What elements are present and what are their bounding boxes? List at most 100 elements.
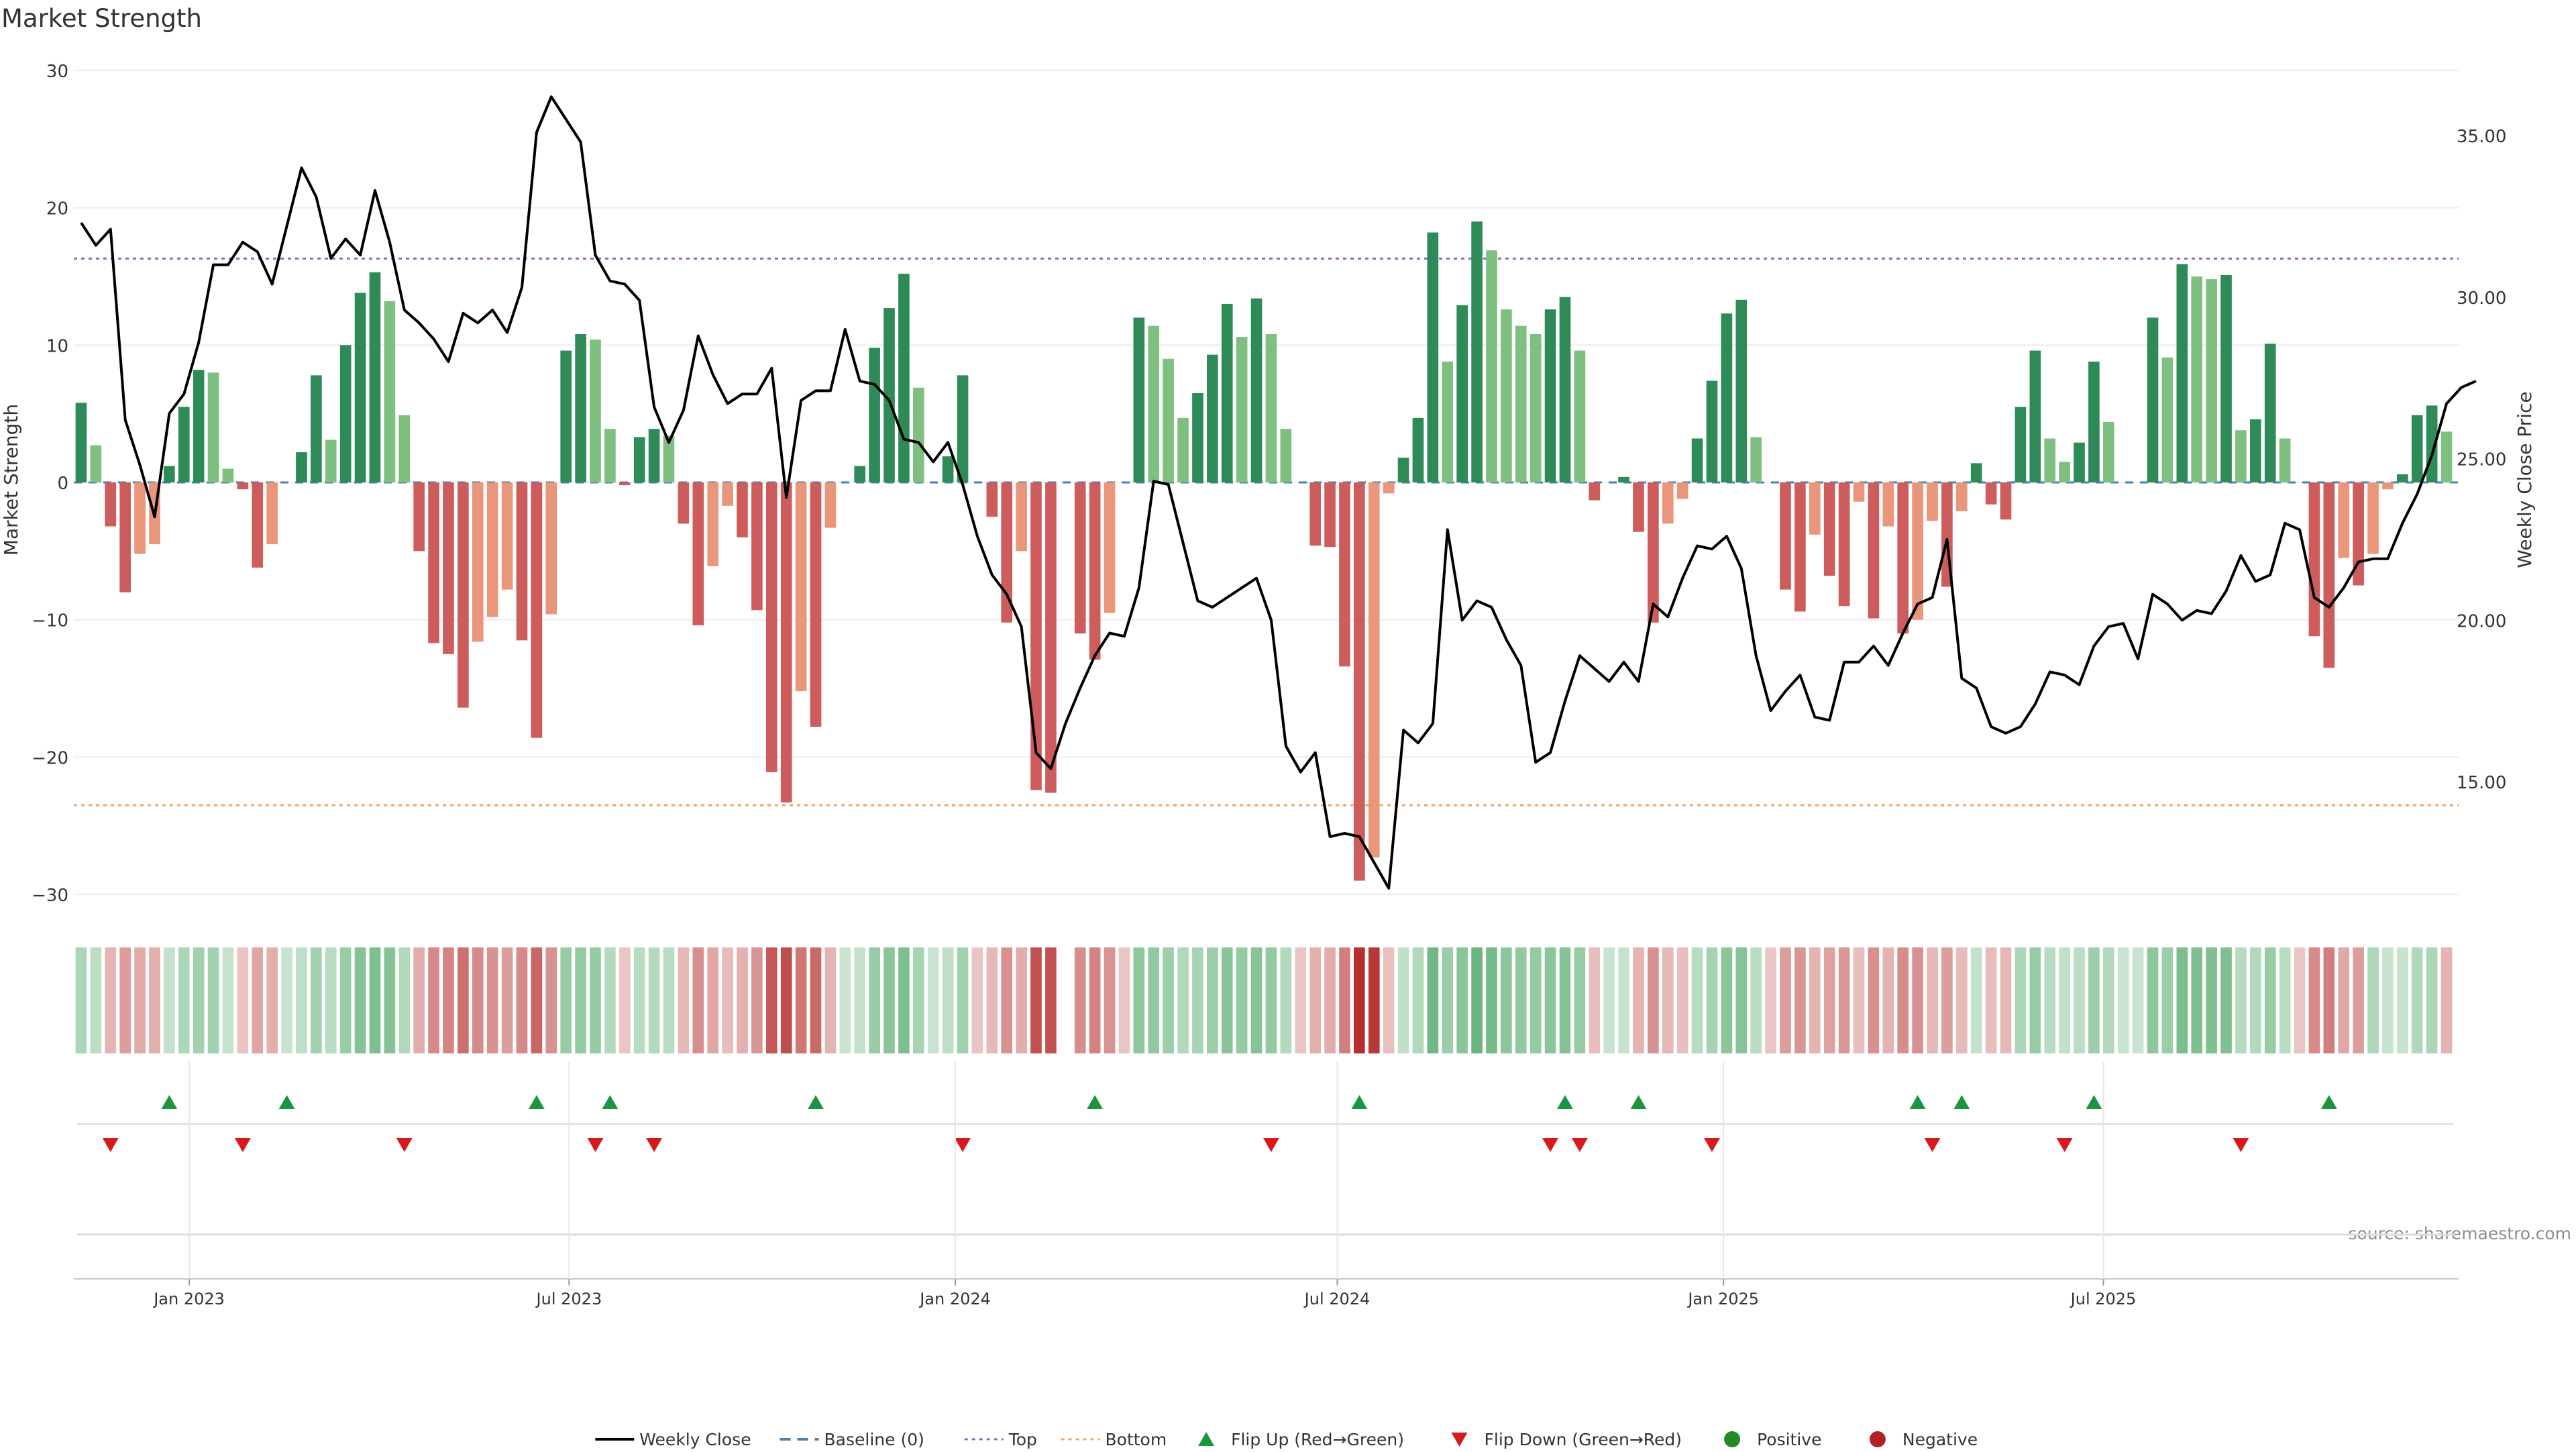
bar-positive bbox=[2279, 438, 2291, 482]
bar-positive bbox=[1501, 309, 1512, 482]
bar-positive bbox=[575, 333, 586, 482]
strip-cell-negative bbox=[1882, 947, 1894, 1053]
strip-cell-negative bbox=[1324, 947, 1336, 1053]
bar-positive bbox=[2191, 276, 2203, 482]
strip-cell-positive bbox=[957, 947, 969, 1053]
strip-cell-negative bbox=[2000, 947, 2012, 1053]
strip-cell-positive bbox=[604, 947, 616, 1053]
bar-negative bbox=[2382, 482, 2394, 490]
bar-positive bbox=[633, 437, 645, 482]
strip-cell-negative bbox=[1354, 947, 1365, 1053]
bar-negative bbox=[1089, 482, 1101, 660]
strip-cell-positive bbox=[898, 947, 910, 1053]
bar-positive bbox=[1442, 361, 1454, 482]
x-axis: Jan 2023 Jul 2023 Jan 2024 Jul 2024 Jan 2025… bbox=[74, 1061, 2459, 1308]
strip-cell-positive bbox=[2147, 947, 2159, 1053]
bar-negative bbox=[707, 482, 719, 566]
bar-positive bbox=[663, 435, 675, 482]
bar-positive bbox=[2161, 357, 2174, 482]
bar-positive bbox=[1236, 337, 1248, 482]
legend-swatch-triangle-up bbox=[1198, 1432, 1215, 1446]
bar-positive bbox=[1486, 250, 1497, 482]
legend-swatch-triangle-down bbox=[1451, 1433, 1468, 1447]
strip-cell-negative bbox=[149, 947, 160, 1053]
strip-cell-positive bbox=[1603, 947, 1615, 1053]
bar-negative bbox=[2000, 482, 2012, 520]
weekly-close-line bbox=[80, 95, 2477, 890]
bar-positive bbox=[1133, 317, 1145, 482]
bar-positive bbox=[2397, 474, 2408, 482]
bar-positive bbox=[1177, 417, 1189, 482]
strip-cell-negative bbox=[1838, 947, 1850, 1053]
bar-positive bbox=[207, 372, 219, 482]
strip-cell-negative bbox=[428, 947, 439, 1053]
strip-cell-positive bbox=[1618, 947, 1629, 1053]
bar-negative bbox=[443, 482, 454, 654]
legend-label: Baseline (0) bbox=[824, 1430, 924, 1449]
strip-cell-negative bbox=[1648, 947, 1659, 1053]
strip-cell-negative bbox=[1676, 947, 1688, 1053]
strip-cell-positive bbox=[1192, 947, 1203, 1053]
strip-cell-negative bbox=[780, 947, 792, 1053]
strip-cell-positive bbox=[839, 947, 851, 1053]
y-tick-label: −30 bbox=[32, 886, 68, 906]
strip-cell-positive bbox=[90, 947, 102, 1053]
strip-cell-positive bbox=[1515, 947, 1527, 1053]
legend-item: Positive bbox=[1724, 1430, 1821, 1449]
y-tick-label: 30 bbox=[46, 62, 68, 82]
strip-cell-positive bbox=[2015, 947, 2027, 1053]
strip-cell-negative bbox=[1780, 947, 1791, 1053]
bar-negative bbox=[1853, 482, 1865, 502]
strip-cell-negative bbox=[971, 947, 983, 1053]
flip-down-marker bbox=[1542, 1138, 1559, 1152]
strip-cell-positive bbox=[339, 947, 352, 1053]
legend-item: Weekly Close bbox=[595, 1430, 751, 1449]
strip-cell-positive bbox=[1412, 947, 1424, 1053]
bar-negative bbox=[252, 482, 264, 568]
bar-positive bbox=[898, 273, 910, 482]
strip-cell-positive bbox=[1750, 947, 1762, 1053]
flip-up-marker bbox=[602, 1095, 619, 1109]
bar-positive bbox=[1574, 350, 1586, 482]
bar-positive bbox=[1207, 354, 1218, 482]
strip-cell-positive bbox=[222, 947, 234, 1053]
strip-cell-positive bbox=[590, 947, 601, 1053]
strip-cell-negative bbox=[1927, 947, 1938, 1053]
x-tick-label: Jul 2023 bbox=[535, 1290, 602, 1308]
strip-cell-positive bbox=[2176, 947, 2188, 1053]
bar-negative bbox=[1368, 482, 1380, 858]
strip-cell-negative bbox=[1118, 947, 1130, 1053]
strip-cell-negative bbox=[1104, 947, 1116, 1053]
strip-cell-positive bbox=[1486, 947, 1497, 1053]
strip-cell-negative bbox=[1809, 947, 1821, 1053]
flip-up-marker bbox=[278, 1095, 295, 1109]
bar-positive bbox=[604, 429, 616, 482]
strip-cell-negative bbox=[1941, 947, 1953, 1053]
bar-negative bbox=[795, 482, 807, 692]
strip-cell-positive bbox=[2220, 947, 2232, 1053]
legend-swatch-circle bbox=[1869, 1431, 1886, 1447]
strip-cell-negative bbox=[1045, 947, 1057, 1053]
legend: Weekly Close Baseline (0) Top Bottom Flip Up… bbox=[595, 1430, 1978, 1449]
bar-positive bbox=[1192, 393, 1203, 482]
bar-negative bbox=[1882, 482, 1894, 527]
strip-cell-positive bbox=[75, 947, 87, 1053]
strip-cell-positive bbox=[1721, 947, 1733, 1053]
bar-negative bbox=[1104, 482, 1116, 613]
strip-cell-positive bbox=[1442, 947, 1454, 1053]
bar-negative bbox=[1809, 482, 1821, 535]
strip-cell-positive bbox=[2029, 947, 2041, 1053]
bar-positive bbox=[2044, 438, 2056, 482]
strip-cell-positive bbox=[1735, 947, 1748, 1053]
strip-cell-negative bbox=[1368, 947, 1380, 1053]
strip-cell-positive bbox=[1456, 947, 1468, 1053]
bar-positive bbox=[1750, 437, 1762, 482]
bar-positive bbox=[164, 466, 175, 482]
legend-label: Flip Up (Red→Green) bbox=[1231, 1430, 1404, 1449]
strip-cell-negative bbox=[1794, 947, 1806, 1053]
bar-negative bbox=[1676, 482, 1688, 499]
legend-label: Positive bbox=[1757, 1430, 1821, 1449]
strip-cell-positive bbox=[1236, 947, 1248, 1053]
bar-negative bbox=[1001, 482, 1013, 623]
